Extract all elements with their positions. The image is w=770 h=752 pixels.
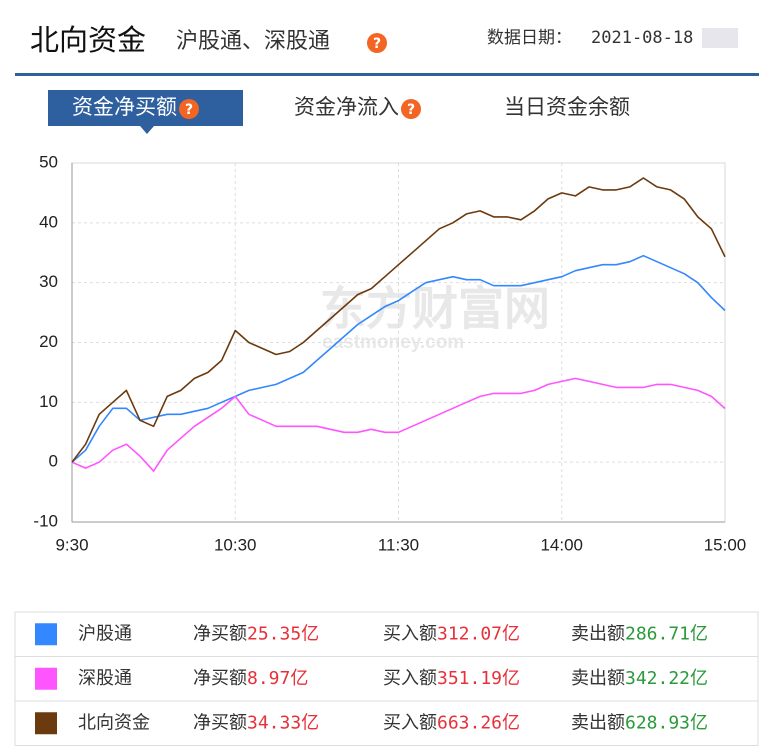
summary-value: 663.26亿 — [437, 712, 520, 733]
tab-pointer — [140, 126, 154, 134]
summary-label: 净买额 — [193, 623, 247, 644]
legend-swatch — [35, 712, 57, 735]
help-icon-mark: ? — [407, 102, 415, 118]
x-tick-label: 15:00 — [704, 535, 747, 554]
tabs: 资金净买额? 资金净流入? 当日资金余额 — [48, 90, 630, 134]
summary-cell: 买入额663.26亿 — [383, 712, 520, 733]
title: 北向资金 — [30, 23, 146, 57]
series-line — [71, 254, 726, 463]
series-line — [71, 177, 726, 463]
summary-label: 买入额 — [383, 623, 437, 644]
summary-value: 342.22亿 — [625, 668, 708, 689]
y-tick-label: 40 — [39, 212, 58, 231]
help-icon[interactable]: ? — [367, 33, 387, 53]
header-rule — [15, 73, 759, 76]
date-label: 数据日期： — [487, 28, 572, 48]
y-tick-label: 0 — [49, 452, 58, 471]
tab-active-bg[interactable] — [48, 90, 243, 126]
summary-cell: 卖出额286.71亿 — [571, 623, 708, 644]
svg-text:?: ? — [373, 36, 381, 52]
watermark-site: eastmoney.com — [322, 332, 464, 353]
y-tick-label: 10 — [39, 392, 58, 411]
summary-label: 净买额 — [193, 668, 247, 689]
y-tick-label: 20 — [39, 332, 58, 351]
summary-value: 312.07亿 — [437, 623, 520, 644]
summary-cell: 净买额25.35亿 — [193, 623, 319, 644]
help-icon[interactable]: ? — [179, 99, 199, 119]
summary-label: 买入额 — [383, 712, 437, 733]
summary-cell: 净买额34.33亿 — [193, 712, 319, 733]
help-icon-bg — [401, 99, 421, 119]
summary-value: 8.97亿 — [247, 668, 308, 689]
tab-label[interactable]: 资金净流入 — [294, 95, 399, 119]
summary-label: 卖出额 — [571, 668, 625, 689]
watermark-brand: 东方财富网 — [320, 282, 550, 336]
tab-label[interactable]: 当日资金余额 — [504, 95, 630, 119]
legend-name: 沪股通 — [78, 623, 132, 644]
summary-cell: 卖出额342.22亿 — [571, 668, 708, 689]
help-icon[interactable]: ? — [401, 99, 421, 119]
series-line — [71, 377, 726, 472]
x-tick-label: 10:30 — [214, 535, 257, 554]
summary-value: 351.19亿 — [437, 668, 520, 689]
summary-label: 买入额 — [383, 668, 437, 689]
help-icon-bg — [179, 99, 199, 119]
legend-swatch — [35, 623, 57, 646]
summary-value: 286.71亿 — [625, 623, 708, 644]
summary-cell: 净买额8.97亿 — [193, 668, 308, 689]
legend-name: 北向资金 — [78, 712, 150, 733]
legend-swatch — [35, 667, 57, 690]
subtitle: 沪股通、深股通 — [176, 29, 330, 54]
y-tick-label: 30 — [39, 272, 58, 291]
y-tick-label: 50 — [39, 152, 58, 171]
summary-label: 净买额 — [193, 712, 247, 733]
blur-box — [702, 28, 738, 48]
summary-value: 628.93亿 — [625, 712, 708, 733]
summary-cell: 买入额351.19亿 — [383, 668, 520, 689]
summary-value: 25.35亿 — [247, 623, 319, 644]
x-tick-label: 9:30 — [55, 535, 88, 554]
date: 2021-08-18 — [591, 28, 693, 48]
x-tick-label: 11:30 — [378, 535, 419, 554]
x-tick-label: 14:00 — [540, 535, 583, 554]
summary-label: 卖出额 — [571, 712, 625, 733]
summary-cell: 买入额312.07亿 — [383, 623, 520, 644]
summary-value: 34.33亿 — [247, 712, 319, 733]
summary-cell: 卖出额628.93亿 — [571, 712, 708, 733]
summary-label: 卖出额 — [571, 623, 625, 644]
table-border — [14, 611, 759, 746]
help-icon-mark: ? — [185, 102, 193, 118]
y-tick-label: -10 — [33, 511, 58, 530]
legend-name: 深股通 — [78, 668, 132, 689]
tab-label[interactable]: 资金净买额 — [72, 95, 177, 119]
